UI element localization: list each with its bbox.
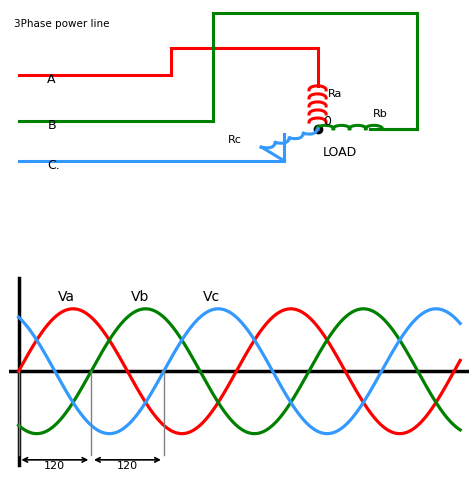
Text: Rb: Rb	[373, 109, 388, 119]
Text: 3Phase power line: 3Phase power line	[14, 19, 109, 29]
Text: 0: 0	[323, 115, 331, 128]
Text: 120: 120	[117, 461, 138, 471]
Text: C.: C.	[47, 159, 60, 172]
Text: LOAD: LOAD	[322, 146, 356, 159]
Text: Ra: Ra	[328, 89, 342, 99]
Text: B: B	[47, 119, 56, 132]
Text: Vb: Vb	[130, 290, 149, 304]
Text: Va: Va	[58, 290, 75, 304]
Text: Rc: Rc	[228, 135, 242, 145]
Text: Vc: Vc	[203, 290, 220, 304]
Text: 120: 120	[44, 461, 65, 471]
Text: A: A	[47, 73, 56, 86]
